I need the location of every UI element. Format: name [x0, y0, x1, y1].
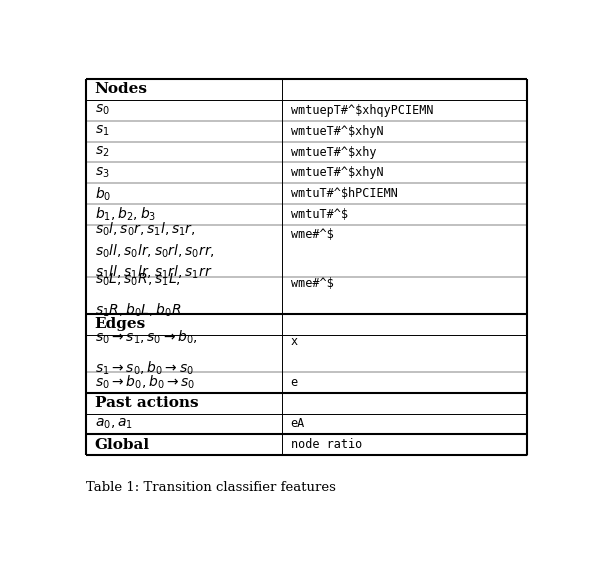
Text: node ratio: node ratio	[291, 439, 362, 452]
Text: wmtuT#^$hPCIEMN: wmtuT#^$hPCIEMN	[291, 187, 398, 200]
Text: $s_1$: $s_1$	[94, 124, 109, 138]
Text: $s_0ll, s_0lr, s_0rl, s_0rr,$: $s_0ll, s_0lr, s_0rl, s_0rr,$	[94, 242, 215, 260]
Text: x: x	[291, 335, 298, 348]
Text: $s_0$: $s_0$	[94, 103, 109, 117]
Text: $s_0l, s_0r, s_1l, s_1r,$: $s_0l, s_0r, s_1l, s_1r,$	[94, 221, 196, 238]
Text: wmtueT#^$xhyN: wmtueT#^$xhyN	[291, 125, 383, 138]
Text: $a_0, a_1$: $a_0, a_1$	[94, 417, 133, 431]
Text: Past actions: Past actions	[94, 396, 199, 410]
Text: e: e	[291, 376, 298, 389]
Text: $s_0L, s_0R, s_1L,$: $s_0L, s_0R, s_1L,$	[94, 272, 181, 288]
Text: $s_1R, b_0L, b_0R$: $s_1R, b_0L, b_0R$	[94, 302, 181, 319]
Text: Table 1: Transition classifier features: Table 1: Transition classifier features	[86, 481, 336, 494]
Text: wmtueT#^$xhyN: wmtueT#^$xhyN	[291, 166, 383, 179]
Text: wme#^$: wme#^$	[291, 228, 333, 241]
Text: $s_0 \rightarrow b_0, b_0 \rightarrow s_0$: $s_0 \rightarrow b_0, b_0 \rightarrow s_…	[94, 374, 195, 391]
Text: wmtueT#^$xhy: wmtueT#^$xhy	[291, 145, 376, 158]
Text: $s_1 \rightarrow s_0, b_0 \rightarrow s_0$: $s_1 \rightarrow s_0, b_0 \rightarrow s_…	[94, 360, 194, 378]
Text: Edges: Edges	[94, 317, 146, 331]
Text: wme#^$: wme#^$	[291, 277, 333, 290]
Text: wmtuepT#^$xhqyPCIEMN: wmtuepT#^$xhqyPCIEMN	[291, 104, 433, 117]
Text: $s_2$: $s_2$	[94, 145, 109, 159]
Text: $s_3$: $s_3$	[94, 166, 109, 180]
Text: Nodes: Nodes	[94, 82, 148, 96]
Text: $b_1, b_2, b_3$: $b_1, b_2, b_3$	[94, 206, 156, 224]
Text: $s_1ll, s_1lr, s_1rl, s_1rr$: $s_1ll, s_1lr, s_1rl, s_1rr$	[94, 264, 212, 281]
Text: eA: eA	[291, 418, 305, 431]
Text: $s_0 \rightarrow s_1, s_0 \rightarrow b_0,$: $s_0 \rightarrow s_1, s_0 \rightarrow b_…	[94, 329, 198, 346]
Text: Global: Global	[94, 438, 150, 452]
Text: $b_0$: $b_0$	[94, 185, 111, 203]
Text: wmtuT#^$: wmtuT#^$	[291, 208, 347, 221]
